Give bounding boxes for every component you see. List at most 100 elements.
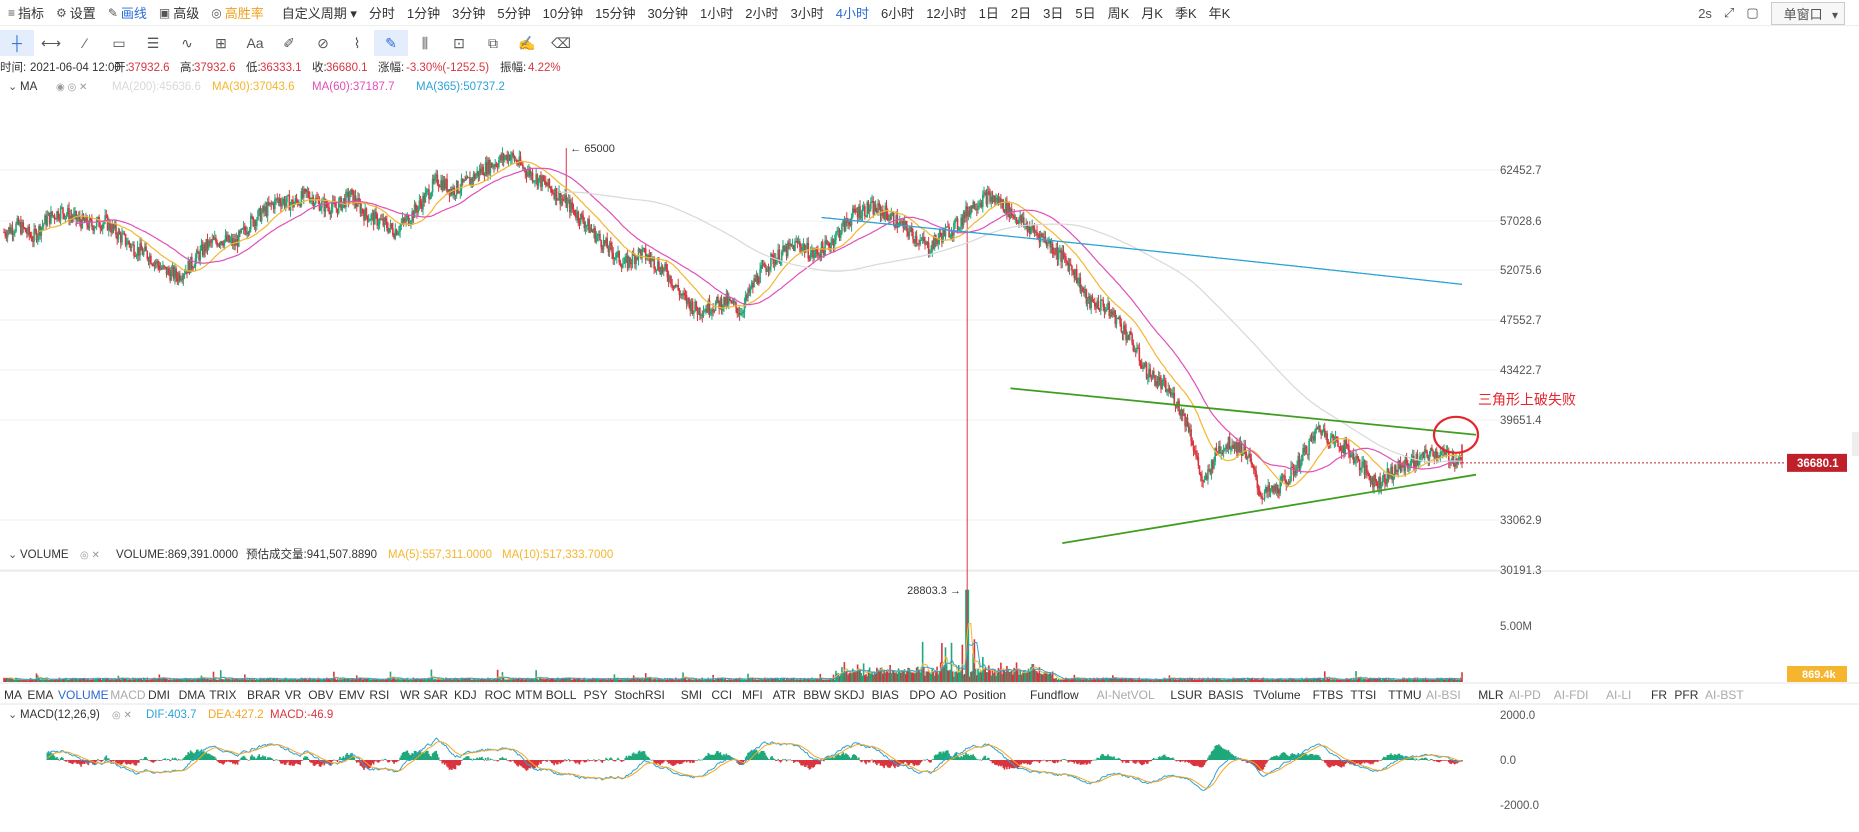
toolbar-item-4[interactable]: ▣高级	[153, 0, 205, 26]
candle[interactable]	[60, 205, 62, 225]
toolbar-item-5[interactable]: ◎高胜率	[205, 0, 270, 26]
candle[interactable]	[709, 295, 711, 318]
period-tab[interactable]: 3日	[1037, 0, 1069, 26]
candle[interactable]	[28, 224, 30, 241]
candle[interactable]	[1277, 484, 1279, 497]
candle[interactable]	[1259, 486, 1261, 497]
candle[interactable]	[695, 301, 697, 311]
candle[interactable]	[776, 258, 778, 265]
candle[interactable]	[1424, 446, 1426, 463]
period-tab[interactable]: 30分钟	[642, 0, 694, 26]
candle[interactable]	[1307, 454, 1309, 459]
candle[interactable]	[1061, 245, 1063, 268]
period-tab[interactable]: 周K	[1102, 0, 1136, 26]
candle[interactable]	[600, 239, 602, 252]
candle[interactable]	[670, 275, 672, 287]
candle[interactable]	[520, 151, 522, 165]
candle[interactable]	[606, 232, 608, 248]
toolbar-item-2[interactable]: ⚙设置	[50, 0, 102, 26]
candle[interactable]	[270, 200, 272, 210]
indicator-tab[interactable]: KDJ	[454, 688, 477, 702]
edit-icon[interactable]: ✍	[510, 30, 544, 56]
candle[interactable]	[989, 189, 991, 205]
candle[interactable]	[98, 214, 100, 227]
candle[interactable]	[824, 235, 826, 256]
candle[interactable]	[1173, 387, 1175, 406]
candle[interactable]	[1355, 450, 1357, 467]
trash-icon[interactable]: ⌫	[544, 30, 578, 56]
candle[interactable]	[693, 311, 695, 319]
triangle-upper-line[interactable]	[1011, 388, 1476, 434]
candle[interactable]	[645, 244, 647, 264]
candle[interactable]	[624, 254, 626, 268]
candle[interactable]	[1361, 456, 1363, 472]
candle[interactable]	[534, 180, 536, 187]
candle[interactable]	[281, 197, 283, 210]
rect-icon[interactable]: ▭	[102, 30, 136, 56]
candle[interactable]	[663, 267, 665, 276]
candle[interactable]	[1223, 445, 1225, 458]
candle[interactable]	[769, 267, 771, 276]
parallel-icon[interactable]: ☰	[136, 30, 170, 56]
refresh-rate[interactable]: 2s	[1698, 6, 1712, 21]
candle[interactable]	[987, 186, 989, 208]
candle[interactable]	[514, 155, 516, 162]
candle[interactable]	[977, 201, 979, 214]
period-tab[interactable]: 15分钟	[589, 0, 641, 26]
candles-icon[interactable]: ⫼	[408, 30, 442, 56]
candle[interactable]	[121, 228, 123, 246]
candle[interactable]	[68, 202, 70, 225]
candle[interactable]	[33, 223, 35, 247]
period-tab[interactable]: 1分钟	[401, 0, 446, 26]
candle[interactable]	[1187, 414, 1189, 427]
lock-icon[interactable]: ⊡	[442, 30, 476, 56]
candle[interactable]	[118, 227, 120, 242]
candle[interactable]	[599, 230, 601, 240]
candle[interactable]	[150, 254, 152, 265]
candle[interactable]	[1070, 258, 1072, 266]
candle[interactable]	[616, 251, 618, 263]
candle[interactable]	[1092, 294, 1094, 303]
period-tab[interactable]: 季K	[1169, 0, 1203, 26]
candle[interactable]	[73, 207, 75, 222]
candle[interactable]	[1219, 440, 1221, 454]
candle[interactable]	[1384, 474, 1386, 490]
toolbar-item-1[interactable]: ≡指标	[2, 0, 50, 26]
indicator-tab[interactable]: RSI	[369, 688, 389, 702]
candle[interactable]	[1359, 459, 1361, 476]
candle[interactable]	[1332, 434, 1334, 444]
side-handle[interactable]	[1852, 432, 1859, 456]
candle[interactable]	[1299, 453, 1301, 472]
candle[interactable]	[257, 209, 259, 220]
candle[interactable]	[417, 206, 419, 216]
period-tab[interactable]: 5分钟	[491, 0, 536, 26]
candle[interactable]	[102, 223, 104, 235]
candle[interactable]	[428, 184, 430, 204]
candle[interactable]	[388, 228, 390, 234]
candle[interactable]	[649, 249, 651, 263]
candle[interactable]	[1045, 231, 1047, 243]
indicator-tab[interactable]: DMA	[179, 688, 206, 702]
candle[interactable]	[1326, 430, 1328, 446]
indicator-tab[interactable]: WR	[400, 688, 420, 702]
candle[interactable]	[764, 262, 766, 268]
candle[interactable]	[1146, 362, 1148, 380]
period-tab[interactable]: 1日	[973, 0, 1005, 26]
candle[interactable]	[721, 295, 723, 315]
candle[interactable]	[768, 264, 770, 277]
period-tab[interactable]: 分时	[363, 0, 401, 26]
candle[interactable]	[1431, 445, 1433, 451]
candle[interactable]	[119, 228, 121, 234]
candle[interactable]	[1100, 295, 1102, 315]
candle[interactable]	[197, 246, 199, 254]
candle[interactable]	[437, 170, 439, 186]
h-line-icon[interactable]: ⟷	[34, 30, 68, 56]
indicator-tab[interactable]: MA	[4, 688, 22, 702]
pattern-icon[interactable]: ✎	[374, 30, 408, 56]
trend-line-icon[interactable]: ⁄	[68, 30, 102, 56]
candle[interactable]	[1440, 449, 1442, 462]
candle[interactable]	[1195, 445, 1197, 460]
candle[interactable]	[740, 308, 742, 316]
candle[interactable]	[453, 185, 455, 200]
